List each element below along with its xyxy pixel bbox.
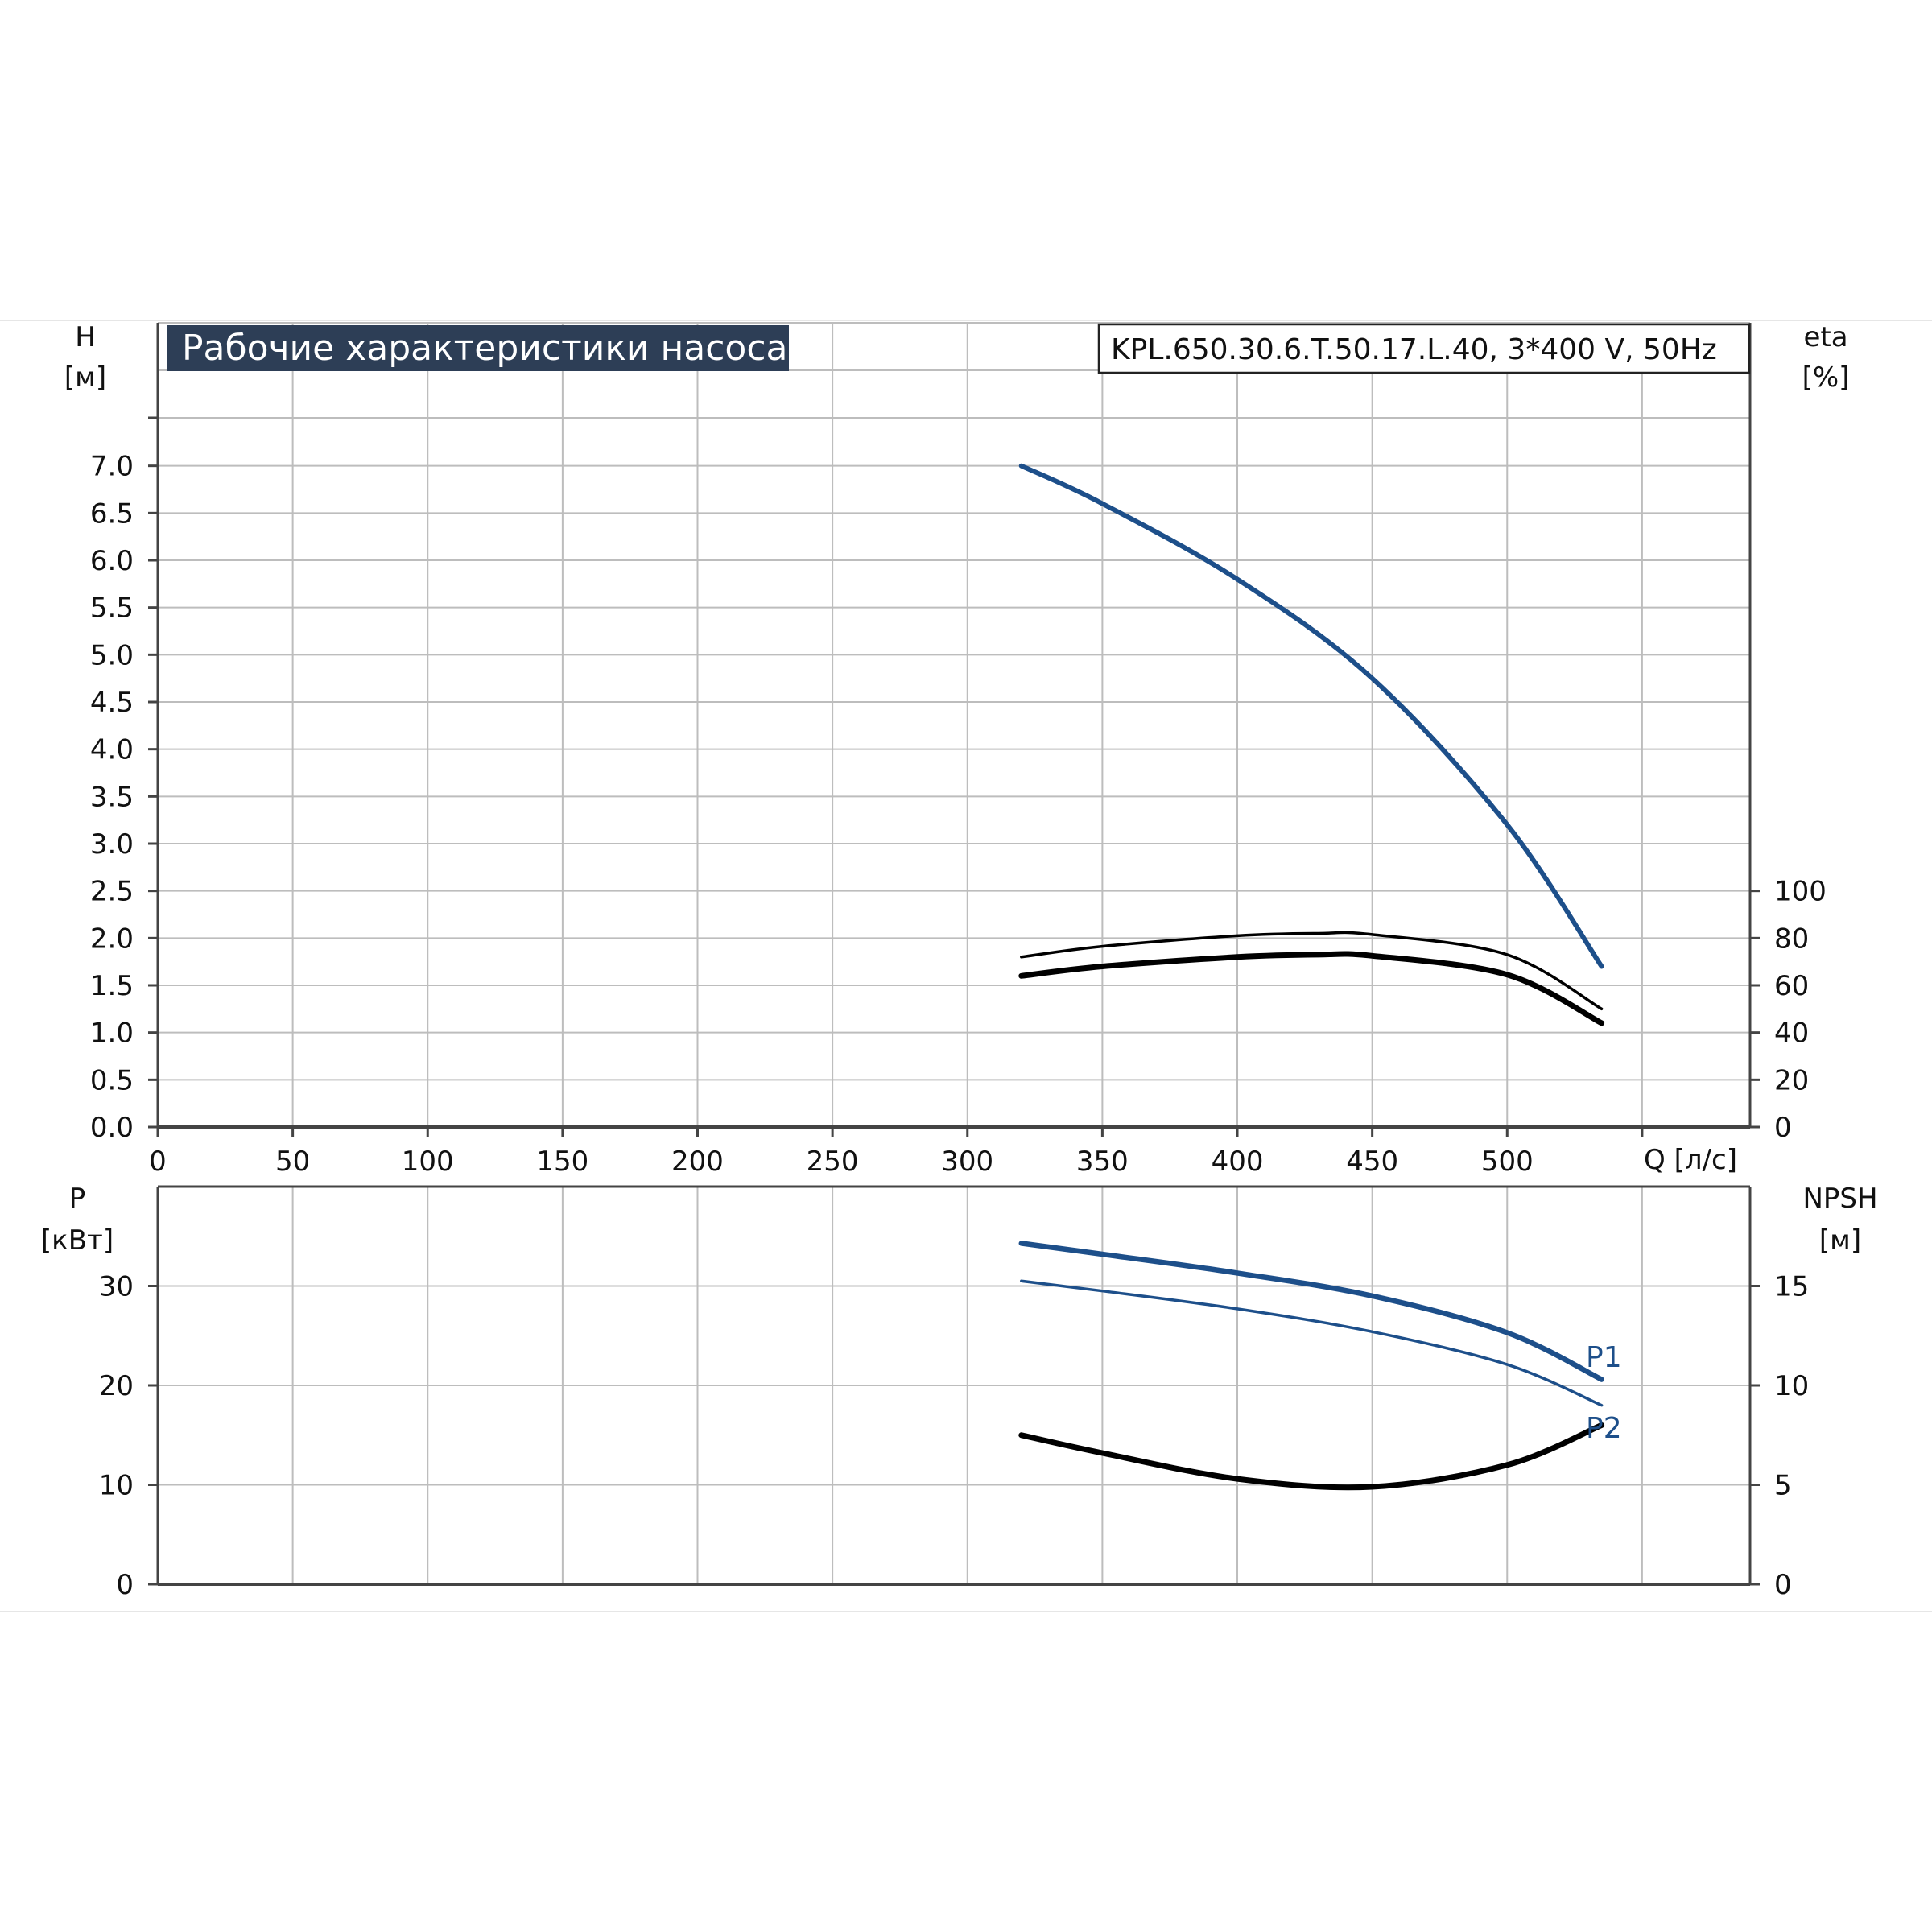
y-left-tick-label: 4.5 <box>90 687 134 719</box>
y-right-tick-label: 0 <box>1774 1112 1792 1144</box>
y-left-unit-p: [кВт] <box>41 1224 114 1257</box>
y-left-tick-label: 2.0 <box>90 923 134 955</box>
model-label: KPL.650.30.6.T.50.17.L.40, 3*400 V, 50Hz <box>1111 333 1717 366</box>
y-right-tick-label: 40 <box>1774 1018 1809 1050</box>
y-left-tick-label: 20 <box>99 1370 134 1402</box>
top-ticks: 0.0 0.5 1.0 1.5 2.0 2.5 3.0 3.5 4.0 4.5 5.0 5.5 6.0 6… <box>90 416 1827 1178</box>
top-axes <box>156 323 1752 1129</box>
y-right-tick-label: 5 <box>1774 1470 1792 1502</box>
y-left-tick-label: 6.0 <box>90 545 134 577</box>
x-tick-label: 0 <box>149 1146 167 1178</box>
y-right-tick-label: 60 <box>1774 970 1809 1002</box>
top-series <box>1018 463 1605 1026</box>
y-left-tick-label: 5.0 <box>90 639 134 671</box>
x-tick-label: 400 <box>1212 1146 1264 1178</box>
x-tick-label: 250 <box>807 1146 859 1178</box>
y-left-label-p: P <box>69 1183 86 1215</box>
y-left-unit-h: [м] <box>64 361 106 394</box>
y-right-unit-eta: [%] <box>1802 361 1850 394</box>
bottom-ticks: 0 10 20 30 0 5 10 15 <box>99 1271 1810 1602</box>
y-left-tick-label: 1.0 <box>90 1018 134 1050</box>
y-left-tick-label: 5.5 <box>90 592 134 625</box>
y-right-tick-label: 0 <box>1774 1569 1792 1601</box>
series-label-p1: P1 <box>1586 1341 1622 1374</box>
y-right-tick-label: 100 <box>1774 876 1827 908</box>
x-axis-label: Q [л/с] <box>1644 1144 1737 1176</box>
y-right-unit-npsh: [м] <box>1819 1224 1861 1257</box>
y-left-tick-label: 4.0 <box>90 734 134 766</box>
model-box <box>1097 323 1751 374</box>
y-left-tick-label: 30 <box>99 1271 134 1303</box>
series-line-top-grid-0 <box>1018 463 1604 969</box>
series-label-p2: P2 <box>1586 1412 1622 1445</box>
x-tick-label: 50 <box>275 1146 310 1178</box>
bottom-grid <box>158 1185 1750 1584</box>
y-right-tick-label: 15 <box>1774 1271 1809 1303</box>
y-right-tick-label: 10 <box>1774 1370 1809 1402</box>
bottom-series <box>1018 1241 1605 1491</box>
y-left-tick-label: 7.0 <box>90 451 134 483</box>
y-left-tick-label: 0.5 <box>90 1064 134 1096</box>
y-right-tick-label: 20 <box>1774 1064 1809 1096</box>
y-left-tick-label: 6.5 <box>90 497 134 530</box>
series-line-bot-grid-2 <box>1018 1422 1605 1491</box>
x-tick-label: 200 <box>671 1146 724 1178</box>
y-right-label-npsh: NPSH <box>1802 1183 1877 1215</box>
y-left-tick-label: 0.0 <box>90 1112 134 1144</box>
x-tick-label: 500 <box>1481 1146 1534 1178</box>
series-line-top-grid-1 <box>1020 931 1604 1011</box>
y-left-tick-label: 0 <box>116 1569 134 1601</box>
series-line-p1 <box>1018 1241 1604 1382</box>
y-left-tick-label: 2.5 <box>90 876 134 908</box>
series-line-top-grid-2 <box>1018 951 1605 1026</box>
y-left-tick-label: 10 <box>99 1470 134 1502</box>
y-left-tick-label: 3.5 <box>90 781 134 813</box>
series-line-p2 <box>1020 1279 1604 1407</box>
y-right-tick-label: 80 <box>1774 923 1809 955</box>
y-left-tick-label: 3.0 <box>90 828 134 861</box>
x-tick-label: 300 <box>941 1146 993 1178</box>
x-tick-label: 350 <box>1076 1146 1129 1178</box>
x-tick-label: 100 <box>402 1146 454 1178</box>
x-tick-label: 150 <box>536 1146 588 1178</box>
chart-title: Рабочие характеристики насоса <box>182 328 787 369</box>
y-left-tick-label: 1.5 <box>90 970 134 1002</box>
y-right-label-eta: eta <box>1803 321 1847 353</box>
y-left-label-h: H <box>75 321 96 353</box>
x-tick-label: 450 <box>1346 1146 1398 1178</box>
title-badge <box>167 325 789 371</box>
